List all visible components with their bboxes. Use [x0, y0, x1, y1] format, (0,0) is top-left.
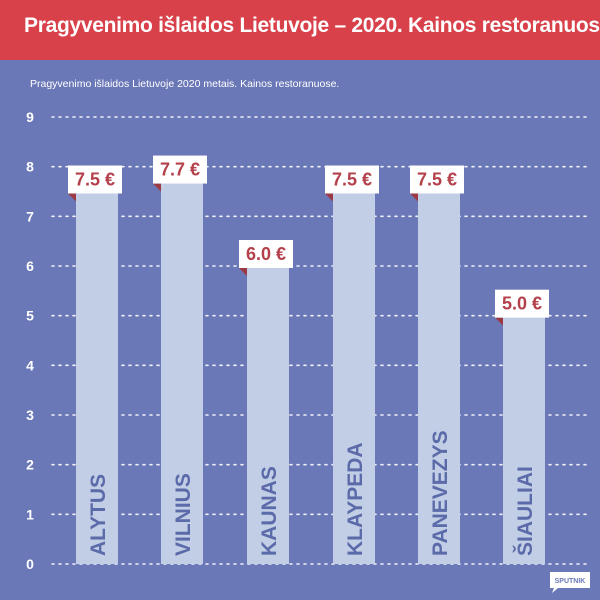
y-tick-label: 2 — [26, 457, 34, 473]
chart-subtitle: Pragyvenimo išlaidos Lietuvoje 2020 meta… — [30, 78, 340, 90]
value-label-box — [68, 165, 122, 194]
value-label: 7.7 € — [160, 160, 200, 180]
bar — [76, 191, 118, 564]
sputnik-logo: SPUTNIK — [550, 572, 590, 593]
y-tick-label: 4 — [26, 357, 34, 373]
bar-category-label: PANEVEZYS — [429, 430, 452, 556]
value-label-tab — [239, 268, 247, 276]
y-tick-label: 7 — [26, 208, 34, 224]
header-bar — [0, 0, 600, 60]
bar-category-label: KLAYPEDA — [344, 442, 367, 556]
bar — [503, 315, 545, 564]
value-label-box — [239, 240, 293, 268]
bar-category-label: ŠIAULIAI — [513, 466, 537, 556]
y-tick-label: 3 — [26, 407, 34, 423]
value-label: 6.0 € — [246, 244, 286, 264]
y-tick-label: 0 — [26, 556, 34, 572]
bar — [161, 181, 203, 565]
page-title: Pragyvenimo išlaidos Lietuvoje – 2020. K… — [24, 14, 600, 37]
value-label: 7.5 € — [332, 170, 372, 190]
bar — [247, 266, 289, 564]
y-tick-label: 5 — [26, 308, 34, 324]
value-label-tab — [495, 317, 503, 326]
value-label-box — [410, 165, 464, 194]
y-tick-label: 1 — [26, 506, 34, 522]
value-label-tab — [68, 193, 76, 202]
value-label-box — [495, 289, 549, 318]
y-tick-label: 8 — [26, 159, 34, 175]
bar-category-label: ALYTUS — [87, 474, 110, 556]
value-label: 7.5 € — [417, 170, 457, 190]
value-label-box — [325, 165, 379, 194]
y-tick-label: 6 — [26, 258, 34, 274]
bar-category-label: VILNIUS — [172, 473, 195, 556]
value-label: 5.0 € — [502, 294, 542, 314]
value-label: 7.5 € — [75, 170, 115, 190]
value-label-box — [153, 155, 207, 184]
bar-category-label: KAUNAS — [258, 466, 281, 556]
bar — [418, 191, 460, 564]
logo-text: SPUTNIK — [555, 578, 586, 585]
bar — [333, 191, 375, 564]
value-label-tab — [325, 193, 333, 202]
value-label-tab — [410, 193, 418, 202]
y-tick-label: 9 — [26, 109, 34, 125]
value-label-tab — [153, 183, 161, 192]
